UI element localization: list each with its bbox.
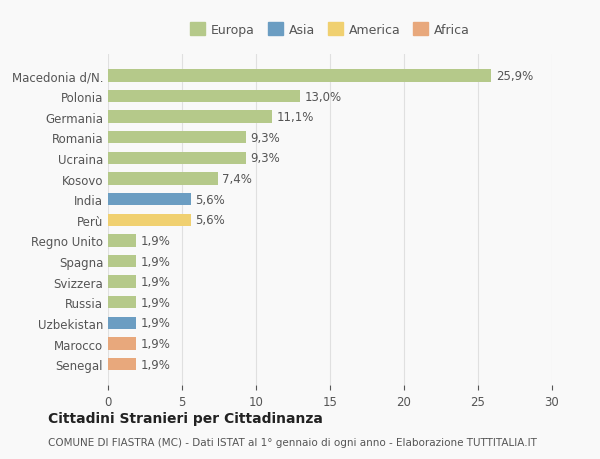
Text: 1,9%: 1,9% [140, 235, 170, 247]
Bar [108, 132, 245, 144]
Text: 1,9%: 1,9% [140, 275, 170, 289]
Bar [108, 214, 191, 226]
Bar [108, 111, 272, 123]
Text: COMUNE DI FIASTRA (MC) - Dati ISTAT al 1° gennaio di ogni anno - Elaborazione TU: COMUNE DI FIASTRA (MC) - Dati ISTAT al 1… [48, 437, 537, 447]
Text: 7,4%: 7,4% [222, 173, 252, 185]
Text: 5,6%: 5,6% [196, 214, 225, 227]
Bar [108, 173, 218, 185]
Bar [108, 235, 136, 247]
Bar [108, 194, 191, 206]
Text: 9,3%: 9,3% [250, 132, 280, 145]
Text: 1,9%: 1,9% [140, 337, 170, 350]
Bar [108, 91, 301, 103]
Legend: Europa, Asia, America, Africa: Europa, Asia, America, Africa [185, 18, 475, 42]
Text: 9,3%: 9,3% [250, 152, 280, 165]
Bar [108, 317, 136, 330]
Text: 1,9%: 1,9% [140, 296, 170, 309]
Text: Cittadini Stranieri per Cittadinanza: Cittadini Stranieri per Cittadinanza [48, 411, 323, 425]
Text: 5,6%: 5,6% [196, 193, 225, 206]
Bar [108, 255, 136, 268]
Text: 25,9%: 25,9% [496, 70, 533, 83]
Text: 11,1%: 11,1% [277, 111, 314, 124]
Bar [108, 338, 136, 350]
Bar [108, 70, 491, 83]
Bar [108, 276, 136, 288]
Text: 1,9%: 1,9% [140, 358, 170, 371]
Bar [108, 358, 136, 370]
Text: 13,0%: 13,0% [305, 90, 342, 103]
Bar [108, 297, 136, 309]
Text: 1,9%: 1,9% [140, 255, 170, 268]
Bar [108, 152, 245, 165]
Text: 1,9%: 1,9% [140, 317, 170, 330]
